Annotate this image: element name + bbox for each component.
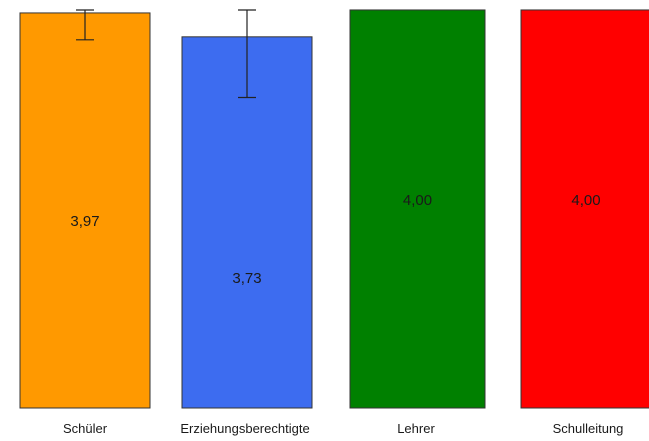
value-label-erziehungsberechtigte: 3,73 xyxy=(232,270,261,287)
value-label-lehrer: 4,00 xyxy=(403,192,432,209)
bar-lehrer xyxy=(349,9,486,409)
category-label-erziehungsberechtigte: Erziehungsberechtigte xyxy=(180,421,309,436)
value-label-schulleitung: 4,00 xyxy=(571,192,600,209)
value-label-schuler: 3,97 xyxy=(70,213,99,230)
category-labels-layer: Schüler Erziehungsberechtigte Lehrer Schull… xyxy=(63,421,623,436)
bar-erziehungsberechtigte xyxy=(181,36,313,409)
category-label-lehrer: Lehrer xyxy=(397,421,435,436)
error-bars-layer xyxy=(76,9,256,99)
bar-schuler xyxy=(19,12,151,409)
error-bar-schuler xyxy=(76,9,94,41)
bar-schulleitung xyxy=(520,9,649,409)
bars-layer xyxy=(19,9,649,409)
category-label-schuler: Schüler xyxy=(63,421,108,436)
category-label-schulleitung: Schulleitung xyxy=(553,421,624,436)
value-labels-layer: 3,97 3,73 4,00 4,00 xyxy=(70,192,600,287)
error-bar-erziehungsberechtigte xyxy=(238,9,256,99)
